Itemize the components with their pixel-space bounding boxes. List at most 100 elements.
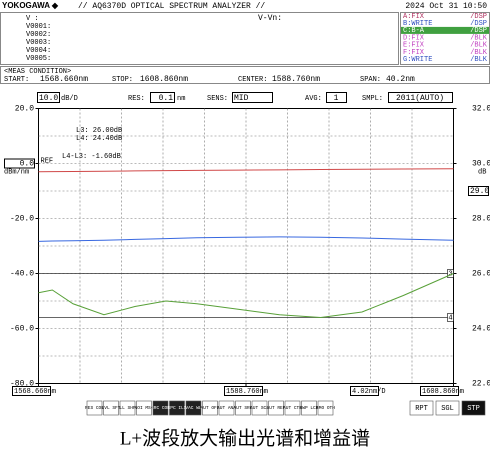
marker-diff: V-Vn: [258, 14, 282, 23]
ref-box [4, 158, 35, 169]
res-box [150, 92, 175, 103]
soft-key-label[interactable]: AUT REF [267, 405, 286, 411]
x-tick-box [12, 386, 51, 396]
stop-label: STOP: [112, 76, 133, 84]
y-tick-label: -80.0 [10, 380, 34, 389]
sens-value: MID [234, 94, 249, 103]
soft-key-label[interactable]: VAC WL [185, 405, 202, 411]
sweep-key-label[interactable]: RPT [415, 405, 428, 413]
res-label: RES: [128, 95, 145, 103]
scale-unit: dB/D [61, 95, 78, 103]
trace-state: /BLK [470, 34, 488, 42]
trace-name: C:B-A [403, 27, 425, 35]
trace-line [38, 168, 454, 173]
trace-line [38, 273, 454, 319]
soft-key[interactable] [218, 400, 235, 416]
x-tick-box [420, 386, 459, 396]
center-value: 1588.760nm [272, 75, 320, 84]
avg-value: 1 [334, 94, 339, 103]
x-tick-label: 1588.760nm [226, 388, 268, 396]
trace-state: /DSP [470, 13, 487, 21]
smpl-value: 2011(AUTO) [396, 94, 444, 103]
soft-key[interactable] [235, 400, 251, 416]
marker-box [0, 12, 399, 65]
sens-label: SENS: [207, 95, 228, 103]
soft-key-label[interactable]: LVL SFT [102, 405, 121, 411]
datetime: 2024 Oct 31 10:50 [405, 2, 487, 11]
soft-key-label[interactable]: AUT ANA [217, 405, 236, 411]
soft-key-label[interactable]: RES COR [85, 405, 104, 411]
soft-key[interactable] [268, 400, 284, 416]
trace-state: /BLK [470, 56, 488, 64]
span-value: 40.2nm [386, 75, 415, 84]
y2-tick-label: 28.0 [472, 215, 490, 224]
sweep-key[interactable] [435, 400, 460, 416]
res-unit: nm [177, 95, 185, 103]
marker-line: V0002: [26, 31, 51, 39]
sweep-key[interactable] [461, 400, 486, 416]
meas-heading: <MEAS CONDITION> [4, 68, 71, 76]
marker-annotation: L4-L3: -1.60dB [62, 153, 121, 161]
soft-key[interactable] [251, 400, 268, 416]
scale-value: 10.0 [39, 94, 58, 103]
y2-tick-label: 26.0 [472, 270, 490, 279]
soft-key-label[interactable]: SWP LCK [300, 405, 319, 411]
trace-state: /BLK [470, 49, 488, 57]
soft-key[interactable] [169, 400, 185, 416]
caption: L+波段放大输出光谱和增益谱 [120, 427, 370, 449]
instrument-title: // AQ6370D OPTICAL SPECTRUM ANALYZER // [78, 2, 265, 11]
soft-key[interactable] [185, 400, 202, 416]
y-tick-label: 0.0 [20, 160, 35, 169]
y2-axis-unit: dB [478, 168, 486, 176]
soft-key[interactable] [301, 400, 317, 416]
sweep-key-label[interactable]: STP [467, 405, 480, 413]
soft-key[interactable] [119, 400, 136, 416]
y-tick-label: -60.0 [10, 325, 34, 334]
trace-state: /DSP [470, 27, 487, 35]
y2-ref-box [468, 186, 489, 196]
level-tag [447, 313, 454, 322]
marker-annotation: L4: 24.40dB [76, 135, 122, 143]
y-axis-unit: dBm/nm [4, 168, 29, 176]
soft-key-label[interactable]: AUT CTR [283, 405, 302, 411]
center-label: CENTER: [238, 76, 267, 84]
y2-tick-label: 22.0 [472, 380, 490, 389]
trace-state: /DSP [470, 20, 487, 28]
soft-key[interactable] [317, 400, 334, 416]
marker-line: V0004: [26, 47, 51, 55]
soft-key[interactable] [202, 400, 218, 416]
soft-key-label[interactable]: SRC COR [151, 405, 170, 411]
sweep-key[interactable] [409, 400, 434, 416]
marker-annotation: L3: 26.00dB [76, 127, 122, 135]
soft-key-label[interactable]: AUT SRC [234, 405, 253, 411]
ref-label: REF [41, 157, 54, 165]
soft-key-label[interactable]: SMO OTH [316, 405, 335, 411]
soft-key[interactable] [103, 400, 119, 416]
start-label: START: [4, 76, 29, 84]
soft-key[interactable] [136, 400, 152, 416]
span-label: SPAN: [360, 76, 381, 84]
soft-key[interactable] [284, 400, 301, 416]
y-tick-label: -40.0 [10, 270, 34, 279]
y2-ref-label: 29.0 [470, 187, 489, 196]
brand: YOKOGAWA ◆ [2, 1, 59, 10]
scale-box [37, 92, 60, 103]
div-box [350, 386, 379, 396]
trace-name: G:WRITE [403, 56, 432, 64]
soft-key-label[interactable]: AUT OFS [201, 405, 220, 411]
marker-line: V0001: [26, 23, 51, 31]
soft-key-label[interactable]: NOI MSK [135, 405, 154, 411]
soft-key-label[interactable]: AUT SCL [250, 405, 269, 411]
trace-state: /BLK [470, 42, 488, 50]
soft-key[interactable] [152, 400, 169, 416]
soft-key[interactable] [86, 400, 103, 416]
x-tick-label: 1608.860nm [422, 388, 464, 396]
soft-key-label[interactable]: LL SHF [119, 405, 136, 411]
sweep-key-label[interactable]: SGL [441, 405, 454, 413]
marker-line: V0005: [26, 55, 51, 63]
soft-key-label[interactable]: SPC ILS [168, 405, 187, 411]
y2-tick-label: 32.0 [472, 105, 490, 114]
trace-name: D:FIX [403, 34, 425, 42]
